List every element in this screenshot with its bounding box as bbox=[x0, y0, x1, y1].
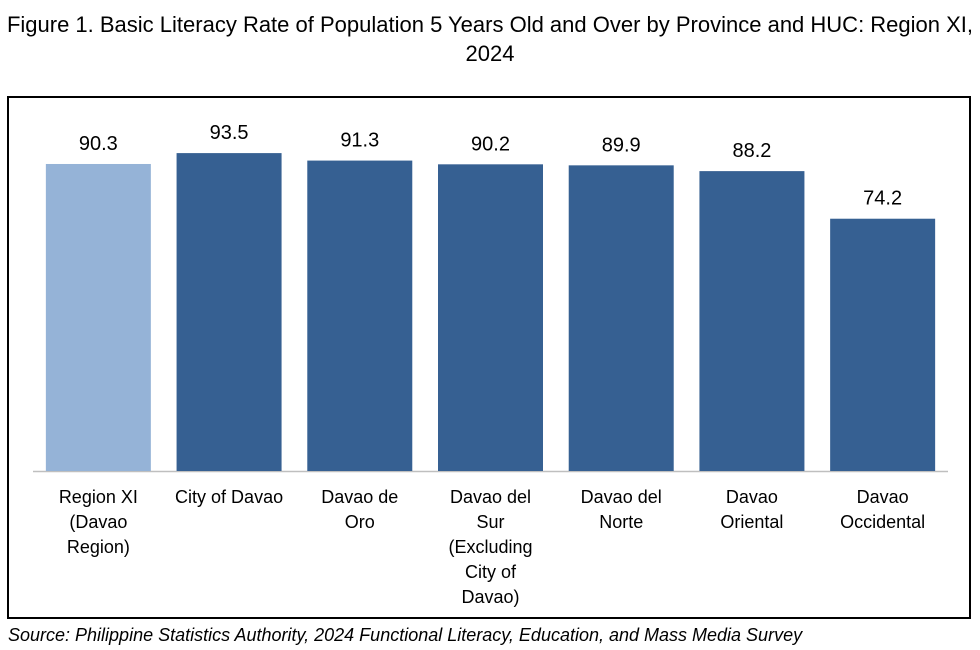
category-label-line: Region XI bbox=[59, 487, 138, 507]
category-label-6: Davao Occidental bbox=[840, 487, 925, 532]
category-label-line: Davao de bbox=[321, 487, 398, 507]
category-label-line: Sur bbox=[476, 512, 504, 532]
data-label-5: 88.2 bbox=[732, 140, 771, 162]
category-label-line: Oro bbox=[345, 512, 375, 532]
source-note: Source: Philippine Statistics Authority,… bbox=[8, 625, 803, 645]
data-label-1: 93.5 bbox=[210, 122, 249, 144]
bar-0 bbox=[45, 163, 151, 472]
category-label-line: Davao del bbox=[450, 487, 531, 507]
bar-6 bbox=[830, 218, 936, 471]
chart-title: Figure 1. Basic Literacy Rate of Populat… bbox=[6, 12, 974, 66]
category-label-line: Region) bbox=[67, 537, 130, 557]
data-label-6: 74.2 bbox=[863, 188, 902, 210]
category-label-line: (Davao bbox=[69, 512, 127, 532]
category-label-line: Norte bbox=[599, 512, 643, 532]
category-label-1: City of Davao bbox=[175, 487, 283, 507]
category-label-line: City of bbox=[465, 562, 517, 582]
category-label-line: Oriental bbox=[720, 512, 783, 532]
category-label-line: Davao bbox=[857, 487, 909, 507]
bar-3 bbox=[438, 164, 543, 471]
data-label-4: 89.9 bbox=[602, 134, 641, 156]
category-label-line: City of Davao bbox=[175, 487, 283, 507]
data-label-2: 91.3 bbox=[340, 130, 379, 152]
category-label-line: Davao bbox=[726, 487, 778, 507]
category-label-line: (Excluding bbox=[448, 537, 532, 557]
data-label-0: 90.3 bbox=[79, 133, 118, 155]
category-label-0: Region XI (Davao Region) bbox=[59, 487, 138, 557]
category-label-line: Davao) bbox=[461, 587, 519, 607]
category-label-5: Davao Oriental bbox=[720, 487, 783, 532]
bar-1 bbox=[176, 153, 282, 471]
data-label-3: 90.2 bbox=[471, 133, 510, 155]
bar-2 bbox=[307, 160, 413, 471]
chart-frame bbox=[7, 96, 971, 619]
category-label-line: Occidental bbox=[840, 512, 925, 532]
category-label-3: Davao del Sur (Excluding City of Davao) bbox=[448, 487, 532, 607]
category-label-2: Davao de Oro bbox=[321, 487, 398, 532]
bar-5 bbox=[699, 171, 805, 471]
category-label-line: Davao del bbox=[581, 487, 662, 507]
bar-4 bbox=[568, 165, 674, 471]
category-label-4: Davao del Norte bbox=[581, 487, 662, 532]
